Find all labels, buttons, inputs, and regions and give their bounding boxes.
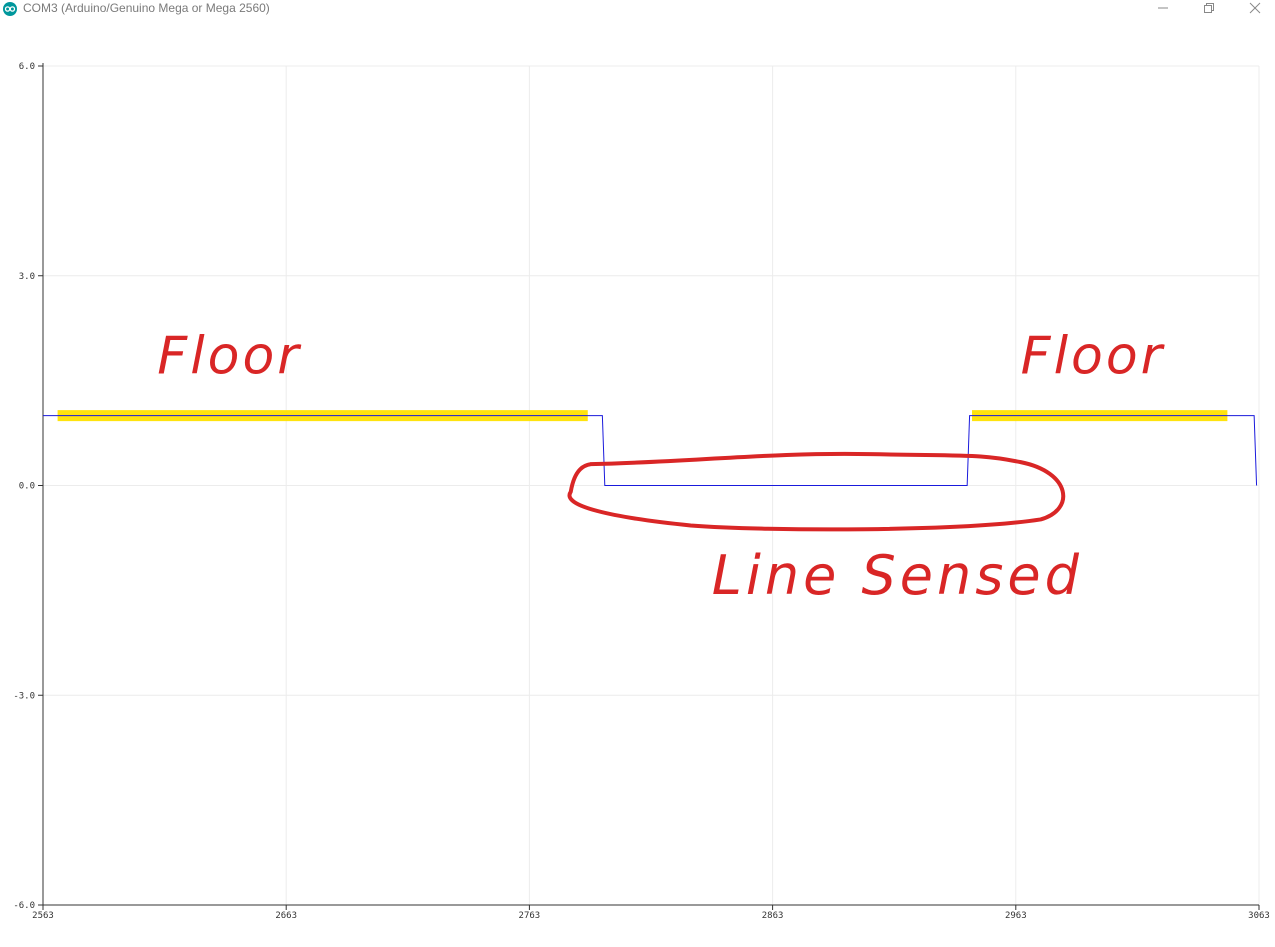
y-tick-label: -6.0 (13, 901, 35, 911)
y-tick-label: 3.0 (19, 272, 35, 282)
close-button[interactable] (1232, 0, 1275, 18)
window-titlebar: COM3 (Arduino/Genuino Mega or Mega 2560) (0, 0, 1275, 18)
series-line (43, 415, 1258, 486)
y-tick-label: 0.0 (19, 482, 35, 492)
annotations: Floor Floor Line Sensed (157, 327, 1166, 607)
minimize-icon (1158, 7, 1168, 9)
annotation-label-3: Line Sensed (712, 544, 1083, 607)
annotation-label-2: Floor (1021, 327, 1166, 387)
arduino-infinity-icon (3, 2, 17, 16)
y-tick-label: -3.0 (13, 691, 35, 701)
x-tick-label: 2763 (519, 911, 541, 921)
window-title: COM3 (Arduino/Genuino Mega or Mega 2560) (23, 1, 270, 15)
hand-drawn-circle (567, 451, 1066, 532)
annotation-label-1: Floor (157, 327, 302, 387)
axes: 2563 2663 2763 2863 2963 3063 6.0 3.0 0.0 -3.0 -6.… (13, 62, 1270, 921)
series-lines (43, 415, 1258, 486)
x-tick-label: 2663 (275, 911, 297, 921)
x-tick-label: 2563 (32, 911, 54, 921)
y-tick-label: 6.0 (19, 62, 35, 72)
minimize-button[interactable] (1140, 0, 1186, 18)
close-icon (1249, 2, 1261, 14)
x-tick-label: 2963 (1005, 911, 1027, 921)
x-tick-label: 3063 (1248, 911, 1270, 921)
restore-icon (1204, 3, 1214, 13)
x-tick-label: 2863 (762, 911, 784, 921)
annotation-circle (567, 451, 1066, 532)
restore-button[interactable] (1186, 0, 1232, 18)
